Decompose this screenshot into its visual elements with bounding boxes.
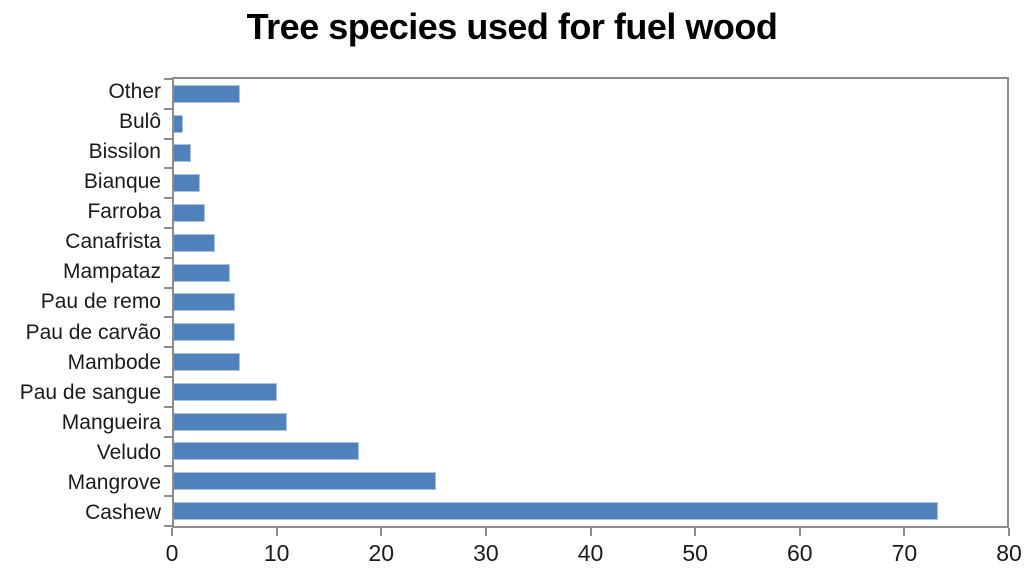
bar <box>174 472 437 491</box>
y-axis-tick <box>164 78 174 80</box>
bar <box>174 442 360 461</box>
category-label: Farroba <box>87 200 161 224</box>
x-axis-tick <box>589 528 592 536</box>
bar <box>174 233 215 252</box>
x-axis-tick-label: 70 <box>891 540 918 566</box>
bar-row <box>174 79 1007 109</box>
x-axis-tick <box>484 528 487 536</box>
chart-area: Other Bulô Bissilon Bianque Farroba Canafrist… <box>0 77 1009 528</box>
x-axis-tick-label: 80 <box>996 540 1022 566</box>
bar-row <box>174 437 1007 467</box>
y-axis-tick <box>164 167 174 170</box>
category-label: Veludo <box>96 440 161 464</box>
x-axis-tick <box>171 528 173 536</box>
y-axis-tick <box>164 286 174 289</box>
category-label: Bulô <box>118 110 161 134</box>
x-axis-tick-label: 20 <box>368 540 395 566</box>
x-axis-tick <box>1008 528 1010 536</box>
bar-row <box>174 139 1007 169</box>
y-axis-tick <box>164 435 174 438</box>
category-label: Cashew <box>85 500 161 524</box>
x-axis-tick-label: 0 <box>165 540 179 566</box>
category-label: Canafrista <box>65 230 161 254</box>
y-axis-tick <box>164 226 174 229</box>
category-axis-labels: Other Bulô Bissilon Bianque Farroba Canafrist… <box>0 77 172 528</box>
chart-title: Tree species used for fuel wood <box>246 6 778 47</box>
bar <box>174 144 191 163</box>
bar-row <box>174 466 1007 496</box>
bar <box>174 382 278 401</box>
bar-row <box>174 109 1007 139</box>
y-axis-tick <box>164 465 174 468</box>
y-axis-tick <box>164 137 174 140</box>
bar <box>174 353 240 372</box>
bar <box>174 502 939 521</box>
category-label: Mambode <box>67 350 161 374</box>
category-label: Bissilon <box>88 140 161 164</box>
bar-row <box>174 288 1007 318</box>
y-axis-tick <box>164 316 174 319</box>
y-axis-tick <box>164 346 174 349</box>
x-axis-tick <box>903 528 906 536</box>
category-label: Pau de sangue <box>19 380 161 404</box>
bar <box>174 204 206 223</box>
bar-row <box>174 317 1007 347</box>
y-axis-tick <box>164 525 174 527</box>
x-axis-tick <box>275 528 278 536</box>
bar <box>174 84 240 103</box>
bar-row <box>174 377 1007 407</box>
bar <box>174 114 184 133</box>
x-axis-tick-label: 10 <box>263 540 290 566</box>
bar <box>174 293 236 312</box>
category-label: Mampataz <box>62 260 161 284</box>
x-axis-tick-label: 50 <box>682 540 708 566</box>
bar <box>174 174 201 193</box>
bar-row <box>174 168 1007 198</box>
category-label: Other <box>108 80 161 104</box>
bar <box>174 412 288 431</box>
bar-row <box>174 347 1007 377</box>
bar-row <box>174 258 1007 288</box>
bar-row <box>174 407 1007 437</box>
plot-area <box>164 77 1009 528</box>
category-label: Pau de remo <box>40 290 161 314</box>
category-label: Bianque <box>83 170 161 194</box>
x-axis-tick-label: 40 <box>577 540 604 566</box>
category-label: Mangueira <box>61 410 161 434</box>
category-label: Pau de carvão <box>25 320 161 344</box>
x-axis-tick <box>798 528 801 536</box>
x-axis: 0 10 20 30 40 50 60 70 80 <box>166 528 1022 574</box>
x-axis-tick-label: 30 <box>473 540 499 566</box>
bar-row <box>174 228 1007 258</box>
y-axis-tick <box>164 495 174 498</box>
bar <box>174 263 231 282</box>
y-axis-tick <box>164 375 174 378</box>
y-axis-tick <box>164 197 174 200</box>
y-axis-tick <box>164 405 174 408</box>
x-axis-tick <box>380 528 383 536</box>
category-label: Mangrove <box>67 470 161 494</box>
bar <box>174 323 236 342</box>
bar-row <box>174 198 1007 228</box>
x-axis-tick <box>694 528 697 536</box>
y-axis-tick <box>164 107 174 110</box>
y-axis-tick <box>164 256 174 259</box>
bar-row <box>174 496 1007 526</box>
x-axis-tick-label: 60 <box>786 540 813 566</box>
